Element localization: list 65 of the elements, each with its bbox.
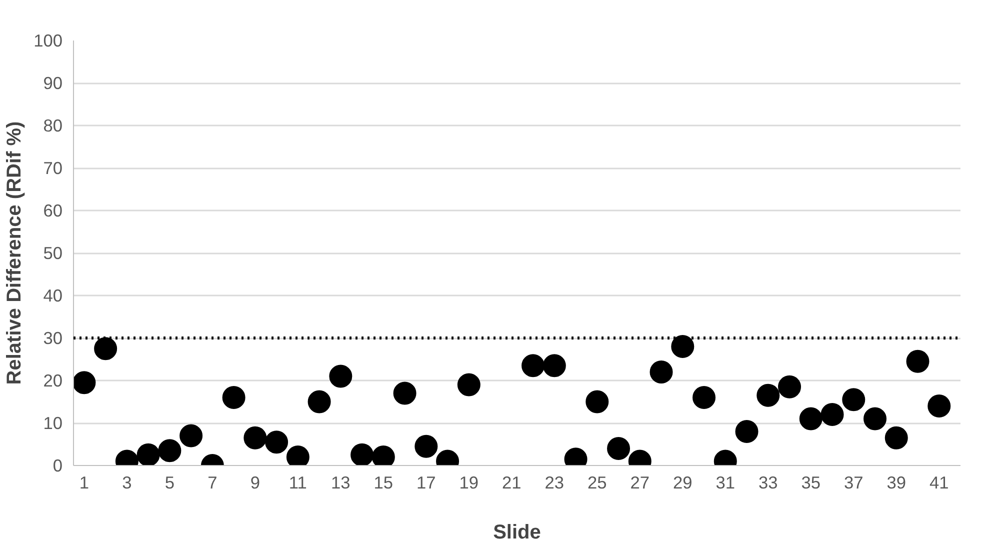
point bbox=[820, 403, 844, 426]
point bbox=[94, 337, 118, 360]
y-tick-label: 40 bbox=[43, 286, 63, 306]
x-axis-title: Slide bbox=[493, 522, 541, 544]
point bbox=[692, 386, 716, 409]
point bbox=[735, 420, 758, 443]
x-tick-label: 41 bbox=[929, 472, 949, 492]
point bbox=[180, 424, 203, 448]
x-tick-label: 7 bbox=[208, 472, 218, 492]
point bbox=[74, 371, 96, 394]
y-tick-label: 90 bbox=[43, 73, 63, 93]
x-tick-label: 9 bbox=[250, 472, 260, 492]
point bbox=[414, 434, 438, 458]
point bbox=[864, 407, 887, 430]
x-tick-label: 19 bbox=[459, 472, 479, 492]
point bbox=[308, 390, 331, 414]
point bbox=[756, 384, 780, 407]
point bbox=[222, 386, 246, 409]
y-tick-label: 10 bbox=[43, 413, 63, 433]
x-tick-label: 25 bbox=[588, 472, 607, 492]
y-tick-label: 70 bbox=[43, 158, 63, 178]
y-tick-label: 50 bbox=[43, 243, 63, 263]
y-tick-label: 60 bbox=[43, 200, 63, 220]
point bbox=[906, 350, 930, 373]
point bbox=[457, 373, 480, 396]
x-tick-label: 39 bbox=[886, 472, 906, 492]
x-tick-label: 13 bbox=[331, 472, 350, 492]
x-tick-label: 15 bbox=[374, 472, 394, 492]
point bbox=[586, 390, 609, 414]
point bbox=[884, 426, 908, 450]
point bbox=[607, 437, 630, 460]
x-tick-label: 11 bbox=[288, 472, 307, 492]
x-tick-label: 5 bbox=[164, 472, 175, 492]
point bbox=[136, 443, 160, 466]
x-tick-label: 27 bbox=[630, 472, 650, 492]
point bbox=[778, 375, 802, 398]
x-tick-label: 3 bbox=[122, 472, 132, 492]
x-tick-label: 1 bbox=[79, 472, 90, 492]
point bbox=[158, 439, 182, 462]
y-tick-label: 30 bbox=[43, 328, 63, 348]
y-tick-label: 80 bbox=[43, 116, 63, 136]
y-tick-label: 100 bbox=[34, 30, 63, 50]
point bbox=[393, 382, 416, 405]
x-tick-label: 35 bbox=[801, 472, 821, 492]
point bbox=[842, 388, 866, 412]
point bbox=[522, 354, 545, 378]
point bbox=[244, 426, 267, 450]
point bbox=[671, 335, 694, 358]
point bbox=[542, 354, 566, 378]
point bbox=[329, 364, 352, 388]
x-tick-label: 31 bbox=[716, 472, 736, 492]
x-tick-label: 37 bbox=[844, 472, 864, 492]
x-tick-label: 29 bbox=[673, 472, 692, 492]
point bbox=[350, 443, 374, 466]
y-axis-title: Relative Difference (RDif %) bbox=[4, 121, 26, 385]
point bbox=[799, 407, 822, 430]
y-tick-label: 0 bbox=[52, 456, 63, 476]
x-tick-label: 17 bbox=[416, 472, 436, 492]
point bbox=[265, 430, 288, 454]
x-tick-label: 21 bbox=[502, 472, 522, 492]
x-tick-label: 23 bbox=[544, 472, 564, 492]
point bbox=[928, 394, 951, 418]
y-tick-label: 20 bbox=[43, 370, 63, 390]
point bbox=[650, 360, 673, 384]
x-tick-label: 33 bbox=[758, 472, 778, 492]
